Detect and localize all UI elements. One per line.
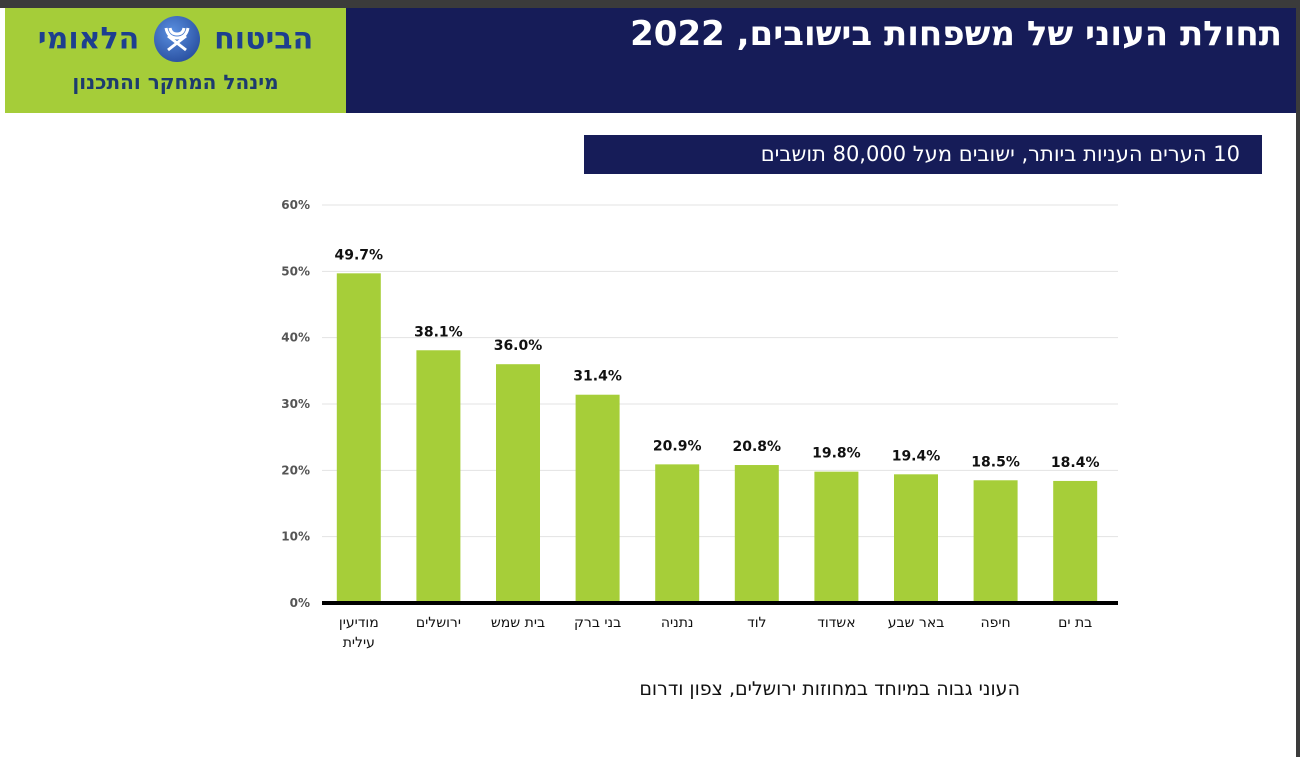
page-title: תחולת העוני של משפחות בישובים, 2022 — [630, 14, 1282, 54]
x-tick-label: חיפה — [981, 615, 1011, 631]
x-tick-label: בני ברק — [574, 615, 621, 631]
y-tick-label: 40% — [281, 331, 310, 345]
y-tick-label: 0% — [290, 596, 310, 610]
x-tick-label: נתניה — [661, 615, 694, 631]
data-label: 49.7% — [335, 247, 384, 263]
bar — [894, 474, 938, 603]
bar — [655, 464, 700, 603]
data-label: 19.8% — [812, 446, 861, 462]
emblem-icon — [153, 16, 200, 62]
data-label: 19.4% — [892, 448, 941, 464]
chart-subtitle: 10 הערים העניות ביותר, ישובים מעל 80,000… — [584, 135, 1262, 174]
header: תחולת העוני של משפחות בישובים, 2022 — [346, 8, 1296, 113]
bar — [496, 364, 540, 603]
logo-name-right: הביטוח — [214, 21, 314, 57]
y-tick-label: 30% — [281, 397, 310, 411]
x-tick-label: באר שבע — [888, 615, 945, 631]
logo-name-left: הלאומי — [37, 21, 140, 57]
bar — [1053, 480, 1098, 603]
data-label: 31.4% — [573, 369, 622, 385]
x-tick-label: מודיעין — [339, 615, 379, 631]
y-tick-label: 20% — [281, 463, 310, 477]
bar — [734, 465, 779, 603]
data-label: 38.1% — [414, 324, 463, 340]
x-tick-label: בית שמש — [491, 615, 545, 631]
y-tick-label: 60% — [281, 198, 310, 212]
logo-name: הביטוח הלאומי — [5, 16, 346, 62]
bar — [575, 394, 620, 603]
x-tick-label: אשדוד — [817, 615, 855, 631]
x-tick-label: לוד — [747, 615, 766, 631]
logo-division: מינהל המחקר והתכנון — [72, 70, 279, 94]
logo: הביטוח הלאומי מינהל המחקר והתכנון — [5, 8, 346, 113]
y-tick-label: 50% — [281, 264, 310, 278]
data-label: 20.8% — [733, 439, 782, 455]
bar — [814, 471, 859, 603]
x-tick-label: בת ים — [1058, 615, 1092, 631]
window-top-bar — [0, 0, 1300, 8]
bar — [336, 273, 381, 603]
window-right-edge — [1296, 0, 1300, 757]
data-label: 18.4% — [1051, 455, 1100, 471]
x-tick-label: עילית — [343, 635, 375, 651]
data-label: 20.9% — [653, 438, 702, 454]
bar — [973, 480, 1018, 603]
data-label: 18.5% — [971, 454, 1020, 470]
footnote: העוני גבוה במיוחד במחוזות ירושלים, צפון … — [639, 678, 1020, 700]
bar — [416, 350, 461, 603]
data-label: 36.0% — [494, 338, 543, 354]
x-tick-label: ירושלים — [416, 615, 461, 631]
y-tick-label: 10% — [281, 530, 310, 544]
